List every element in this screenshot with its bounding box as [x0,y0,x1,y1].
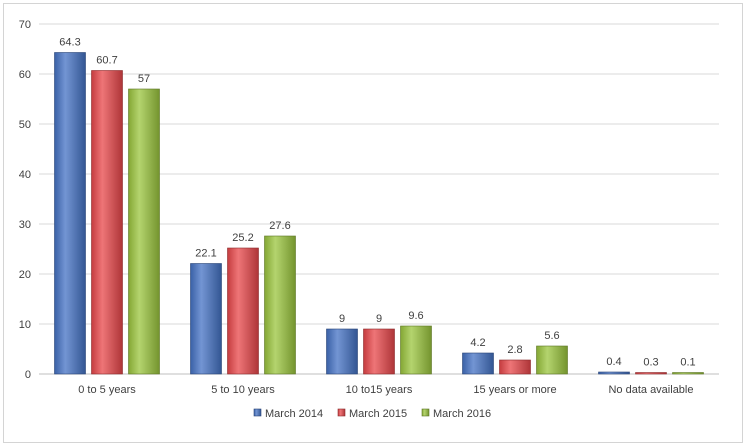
data-label: 22.1 [195,248,216,260]
bar [227,247,259,375]
data-label: 25.2 [232,232,253,244]
x-tick-label: 5 to 10 years [211,384,275,396]
legend-swatch [337,408,346,417]
bar [91,70,123,375]
chart-frame: 0 10 20 30 40 50 60 70 64.3 60.7 57 22.1 25.2 27.6 9 9… [3,3,743,443]
data-labels: 64.3 60.7 57 22.1 25.2 27.6 9 9 9.6 4.2 2.8 5.6 0.4 0… [59,37,695,369]
data-label: 0.1 [680,357,695,369]
bar-chart: 0 10 20 30 40 50 60 70 64.3 60.7 57 22.1 25.2 27.6 9 9… [19,19,719,420]
data-label: 57 [138,73,150,85]
bar [598,371,630,375]
bar [190,263,222,375]
x-tick-label: 15 years or more [473,384,556,396]
bars [54,52,704,375]
bar [400,325,432,375]
bar [264,235,296,375]
x-tick-label: 10 to15 years [346,384,413,396]
data-label: 2.8 [507,344,522,356]
legend-label: March 2015 [349,408,407,420]
bar [128,88,160,375]
y-tick-label: 20 [19,269,31,281]
y-tick-label: 70 [19,19,31,31]
bar [363,328,395,375]
legend-swatch [421,408,430,417]
y-tick-label: 0 [25,369,31,381]
legend-label: March 2016 [433,408,491,420]
y-axis-ticks: 0 10 20 30 40 50 60 70 [19,19,31,381]
data-label: 27.6 [269,220,290,232]
y-tick-label: 50 [19,119,31,131]
legend-label: March 2014 [265,408,323,420]
data-label: 60.7 [96,55,117,67]
y-tick-label: 60 [19,69,31,81]
data-label: 9.6 [408,310,423,322]
data-label: 9 [376,313,382,325]
y-tick-label: 10 [19,319,31,331]
data-label: 0.4 [606,356,621,368]
bar [635,372,667,375]
x-tick-label: 0 to 5 years [78,384,136,396]
bar [499,359,531,375]
x-axis-ticks: 0 to 5 years 5 to 10 years 10 to15 years 15… [78,384,693,396]
legend-swatch [253,408,262,417]
data-label: 5.6 [544,330,559,342]
y-tick-label: 40 [19,169,31,181]
bar [672,372,704,375]
data-label: 9 [339,313,345,325]
bar [536,345,568,375]
x-tick-label: No data available [608,384,693,396]
bar [54,52,86,375]
legend: March 2014 March 2015 March 2016 [253,408,491,420]
bar [326,328,358,375]
data-label: 64.3 [59,37,80,49]
data-label: 4.2 [470,337,485,349]
y-tick-label: 30 [19,219,31,231]
bar [462,352,494,375]
data-label: 0.3 [643,357,658,369]
